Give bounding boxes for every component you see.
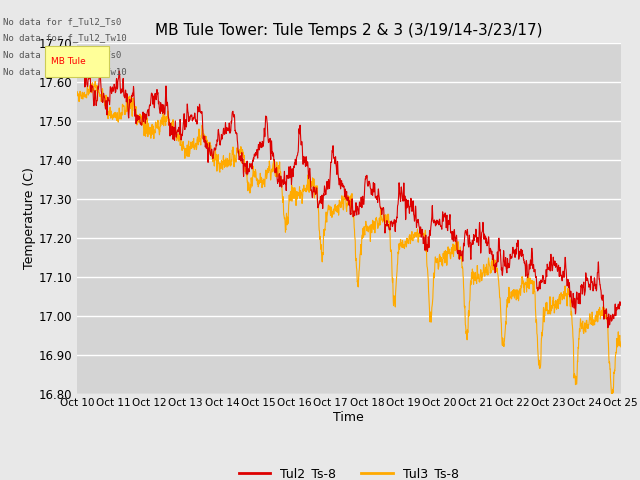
Text: No data for f_Tul3_Tw10: No data for f_Tul3_Tw10 [3,67,127,76]
Legend: Tul2_Ts-8, Tul3_Ts-8: Tul2_Ts-8, Tul3_Ts-8 [234,462,463,480]
Text: No data for f_Tul2_Ts0: No data for f_Tul2_Ts0 [3,17,122,26]
Y-axis label: Temperature (C): Temperature (C) [22,168,36,269]
Text: No data for f_Tul2_Tw10: No data for f_Tul2_Tw10 [3,34,127,43]
Text: No data for f_Tul3_Ts0: No data for f_Tul3_Ts0 [3,50,122,60]
Text: MB Tule: MB Tule [51,57,86,66]
Title: MB Tule Tower: Tule Temps 2 & 3 (3/19/14-3/23/17): MB Tule Tower: Tule Temps 2 & 3 (3/19/14… [155,23,543,38]
X-axis label: Time: Time [333,411,364,424]
